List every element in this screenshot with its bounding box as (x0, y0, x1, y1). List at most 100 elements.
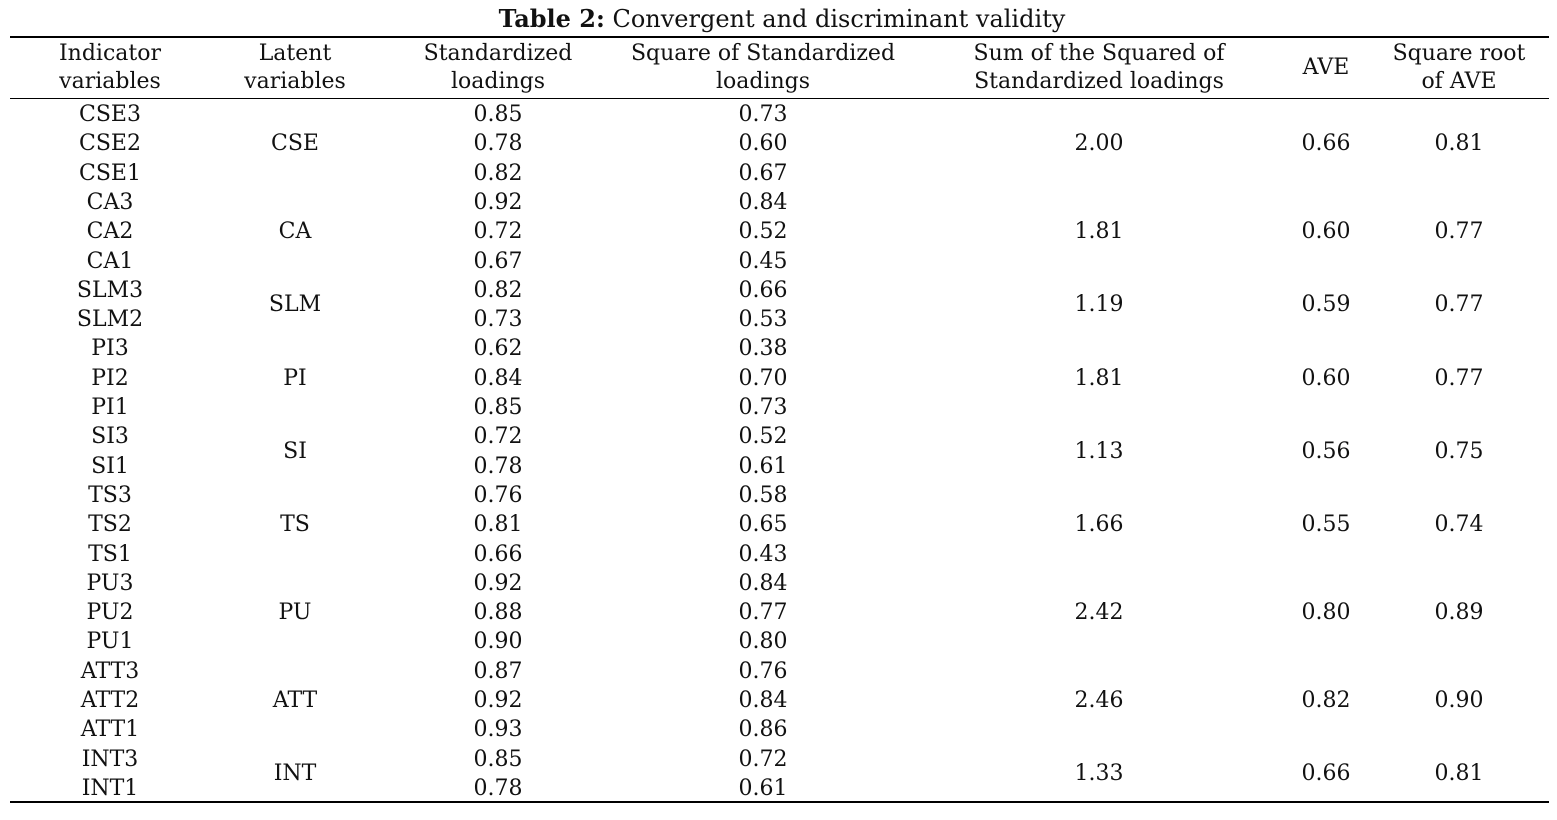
std-loading-cell: 0.93 (473, 717, 523, 743)
latent-cell: TS (280, 512, 310, 538)
std-loading-cell: 0.78 (473, 453, 523, 479)
square-loading-cell: 0.43 (738, 541, 788, 567)
sqrt-ave-cell: 0.77 (1434, 365, 1484, 391)
std-loading-cell: 0.87 (473, 658, 523, 684)
latent-cell: CA (278, 219, 312, 245)
sqrt-ave-cell: 0.81 (1434, 131, 1484, 157)
latent-cell: SI (283, 438, 307, 464)
square-loading-cell: 0.61 (738, 775, 788, 801)
ave-cell: 0.60 (1301, 365, 1351, 391)
std-loading-cell: 0.92 (473, 570, 523, 596)
ave-cell: 0.82 (1301, 688, 1351, 713)
header-indicator: Indicator variables (58, 41, 162, 94)
square-loading-cell: 0.86 (738, 717, 788, 743)
square-loading-cell: 0.66 (738, 277, 788, 303)
latent-cell: PU (278, 600, 312, 626)
std-loading-cell: 0.82 (473, 277, 523, 303)
std-loading-cell: 0.84 (473, 365, 523, 391)
std-loading-cell: 0.85 (473, 102, 523, 127)
sum-squared-cell: 2.46 (1074, 688, 1124, 713)
square-loading-cell: 0.52 (738, 424, 788, 450)
indicator-cell: CA2 (86, 219, 134, 245)
ave-cell: 0.60 (1301, 219, 1351, 245)
indicator-cell: SLM2 (76, 307, 144, 333)
std-loading-cell: 0.92 (473, 688, 523, 713)
top-rule (10, 36, 1549, 38)
indicator-cell: SI3 (91, 424, 129, 450)
std-loading-cell: 0.81 (473, 512, 523, 538)
sqrt-ave-cell: 0.74 (1434, 512, 1484, 538)
header-ave: AVE (1302, 55, 1350, 80)
sum-squared-cell: 1.81 (1074, 365, 1124, 391)
square-loading-cell: 0.45 (738, 248, 788, 274)
header-rule (10, 98, 1549, 99)
std-loading-cell: 0.62 (473, 336, 523, 362)
indicator-cell: ATT2 (80, 688, 140, 713)
square-loading-cell: 0.52 (738, 219, 788, 245)
std-loading-cell: 0.73 (473, 307, 523, 333)
header-latent: Latent variables (244, 41, 346, 94)
std-loading-cell: 0.78 (473, 775, 523, 801)
sqrt-ave-cell: 0.90 (1434, 688, 1484, 713)
std-loading-cell: 0.90 (473, 629, 523, 655)
std-loading-cell: 0.85 (473, 395, 523, 420)
indicator-cell: CA1 (86, 248, 134, 274)
bottom-rule (10, 801, 1549, 803)
square-loading-cell: 0.76 (738, 658, 788, 684)
indicator-cell: PU2 (86, 600, 134, 626)
std-loading-cell: 0.72 (473, 219, 523, 245)
std-loading-cell: 0.67 (473, 248, 523, 274)
indicator-cell: TS3 (88, 482, 132, 508)
table-caption: Table 2: Convergent and discriminant val… (0, 2, 1557, 36)
indicator-cell: CSE2 (79, 131, 141, 157)
std-loading-cell: 0.88 (473, 600, 523, 626)
sqrt-ave-cell: 0.89 (1434, 600, 1484, 626)
square-loading-cell: 0.65 (738, 512, 788, 538)
header-square-loadings: Square of Standardized loadings (630, 41, 896, 94)
square-loading-cell: 0.38 (738, 336, 788, 362)
sqrt-ave-cell: 0.75 (1434, 438, 1484, 464)
ave-cell: 0.66 (1301, 761, 1351, 787)
sqrt-ave-cell: 0.77 (1434, 292, 1484, 318)
latent-cell: CSE (271, 131, 319, 157)
indicator-cell: PU3 (86, 570, 134, 596)
square-loading-cell: 0.53 (738, 307, 788, 333)
sum-squared-cell: 1.81 (1074, 219, 1124, 245)
indicator-cell: CSE3 (79, 102, 141, 127)
std-loading-cell: 0.72 (473, 424, 523, 450)
sum-squared-cell: 1.66 (1074, 512, 1124, 538)
sqrt-ave-cell: 0.77 (1434, 219, 1484, 245)
indicator-cell: TS1 (88, 541, 132, 567)
indicator-cell: PI1 (91, 395, 129, 420)
latent-cell: ATT (272, 688, 318, 713)
indicator-cell: CSE1 (79, 160, 141, 186)
sum-squared-cell: 2.00 (1074, 131, 1124, 157)
square-loading-cell: 0.61 (738, 453, 788, 479)
square-loading-cell: 0.73 (738, 395, 788, 420)
ave-cell: 0.55 (1301, 512, 1351, 538)
indicator-cell: ATT1 (80, 717, 140, 743)
indicator-cell: SI1 (91, 453, 129, 479)
indicator-cell: PI2 (91, 365, 129, 391)
caption-label: Table 2: (498, 4, 605, 33)
sum-squared-cell: 1.33 (1074, 761, 1124, 787)
std-loading-cell: 0.92 (473, 189, 523, 215)
std-loading-cell: 0.66 (473, 541, 523, 567)
caption-text: Convergent and discriminant validity (604, 5, 1066, 33)
square-loading-cell: 0.72 (738, 746, 788, 772)
square-loading-cell: 0.60 (738, 131, 788, 157)
sum-squared-cell: 1.13 (1074, 438, 1124, 464)
square-loading-cell: 0.58 (738, 482, 788, 508)
indicator-cell: CA3 (86, 189, 134, 215)
indicator-cell: PU1 (86, 629, 134, 655)
ave-cell: 0.56 (1301, 438, 1351, 464)
header-sqrt-ave: Square root of AVE (1392, 41, 1526, 94)
square-loading-cell: 0.77 (738, 600, 788, 626)
header-std-loadings: Standardized loadings (423, 41, 573, 94)
square-loading-cell: 0.84 (738, 570, 788, 596)
square-loading-cell: 0.84 (738, 189, 788, 215)
latent-cell: SLM (268, 292, 322, 318)
indicator-cell: INT1 (81, 775, 139, 801)
indicator-cell: INT3 (81, 746, 139, 772)
